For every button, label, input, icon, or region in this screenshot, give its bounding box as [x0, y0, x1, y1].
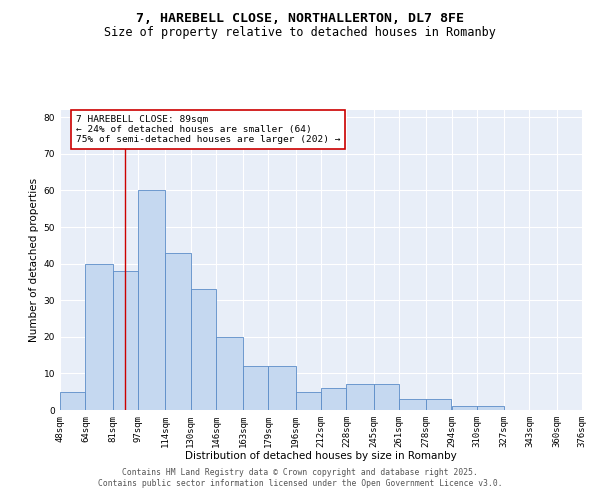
Bar	[243, 366, 268, 410]
Bar	[452, 406, 477, 410]
Text: 7, HAREBELL CLOSE, NORTHALLERTON, DL7 8FE: 7, HAREBELL CLOSE, NORTHALLERTON, DL7 8F…	[136, 12, 464, 26]
Bar	[399, 399, 426, 410]
Text: Size of property relative to detached houses in Romanby: Size of property relative to detached ho…	[104, 26, 496, 39]
Bar	[296, 392, 321, 410]
Text: Contains HM Land Registry data © Crown copyright and database right 2025.
Contai: Contains HM Land Registry data © Crown c…	[98, 468, 502, 487]
Bar	[268, 366, 296, 410]
Bar	[191, 290, 216, 410]
Bar	[346, 384, 374, 410]
Bar	[113, 271, 138, 410]
Bar	[60, 392, 85, 410]
X-axis label: Distribution of detached houses by size in Romanby: Distribution of detached houses by size …	[185, 452, 457, 462]
Bar	[165, 252, 191, 410]
Y-axis label: Number of detached properties: Number of detached properties	[29, 178, 40, 342]
Bar	[582, 406, 600, 410]
Text: 7 HAREBELL CLOSE: 89sqm
← 24% of detached houses are smaller (64)
75% of semi-de: 7 HAREBELL CLOSE: 89sqm ← 24% of detache…	[76, 114, 340, 144]
Bar	[374, 384, 399, 410]
Bar	[138, 190, 165, 410]
Bar	[477, 406, 504, 410]
Bar	[216, 337, 243, 410]
Bar	[85, 264, 113, 410]
Bar	[426, 399, 451, 410]
Bar	[321, 388, 346, 410]
